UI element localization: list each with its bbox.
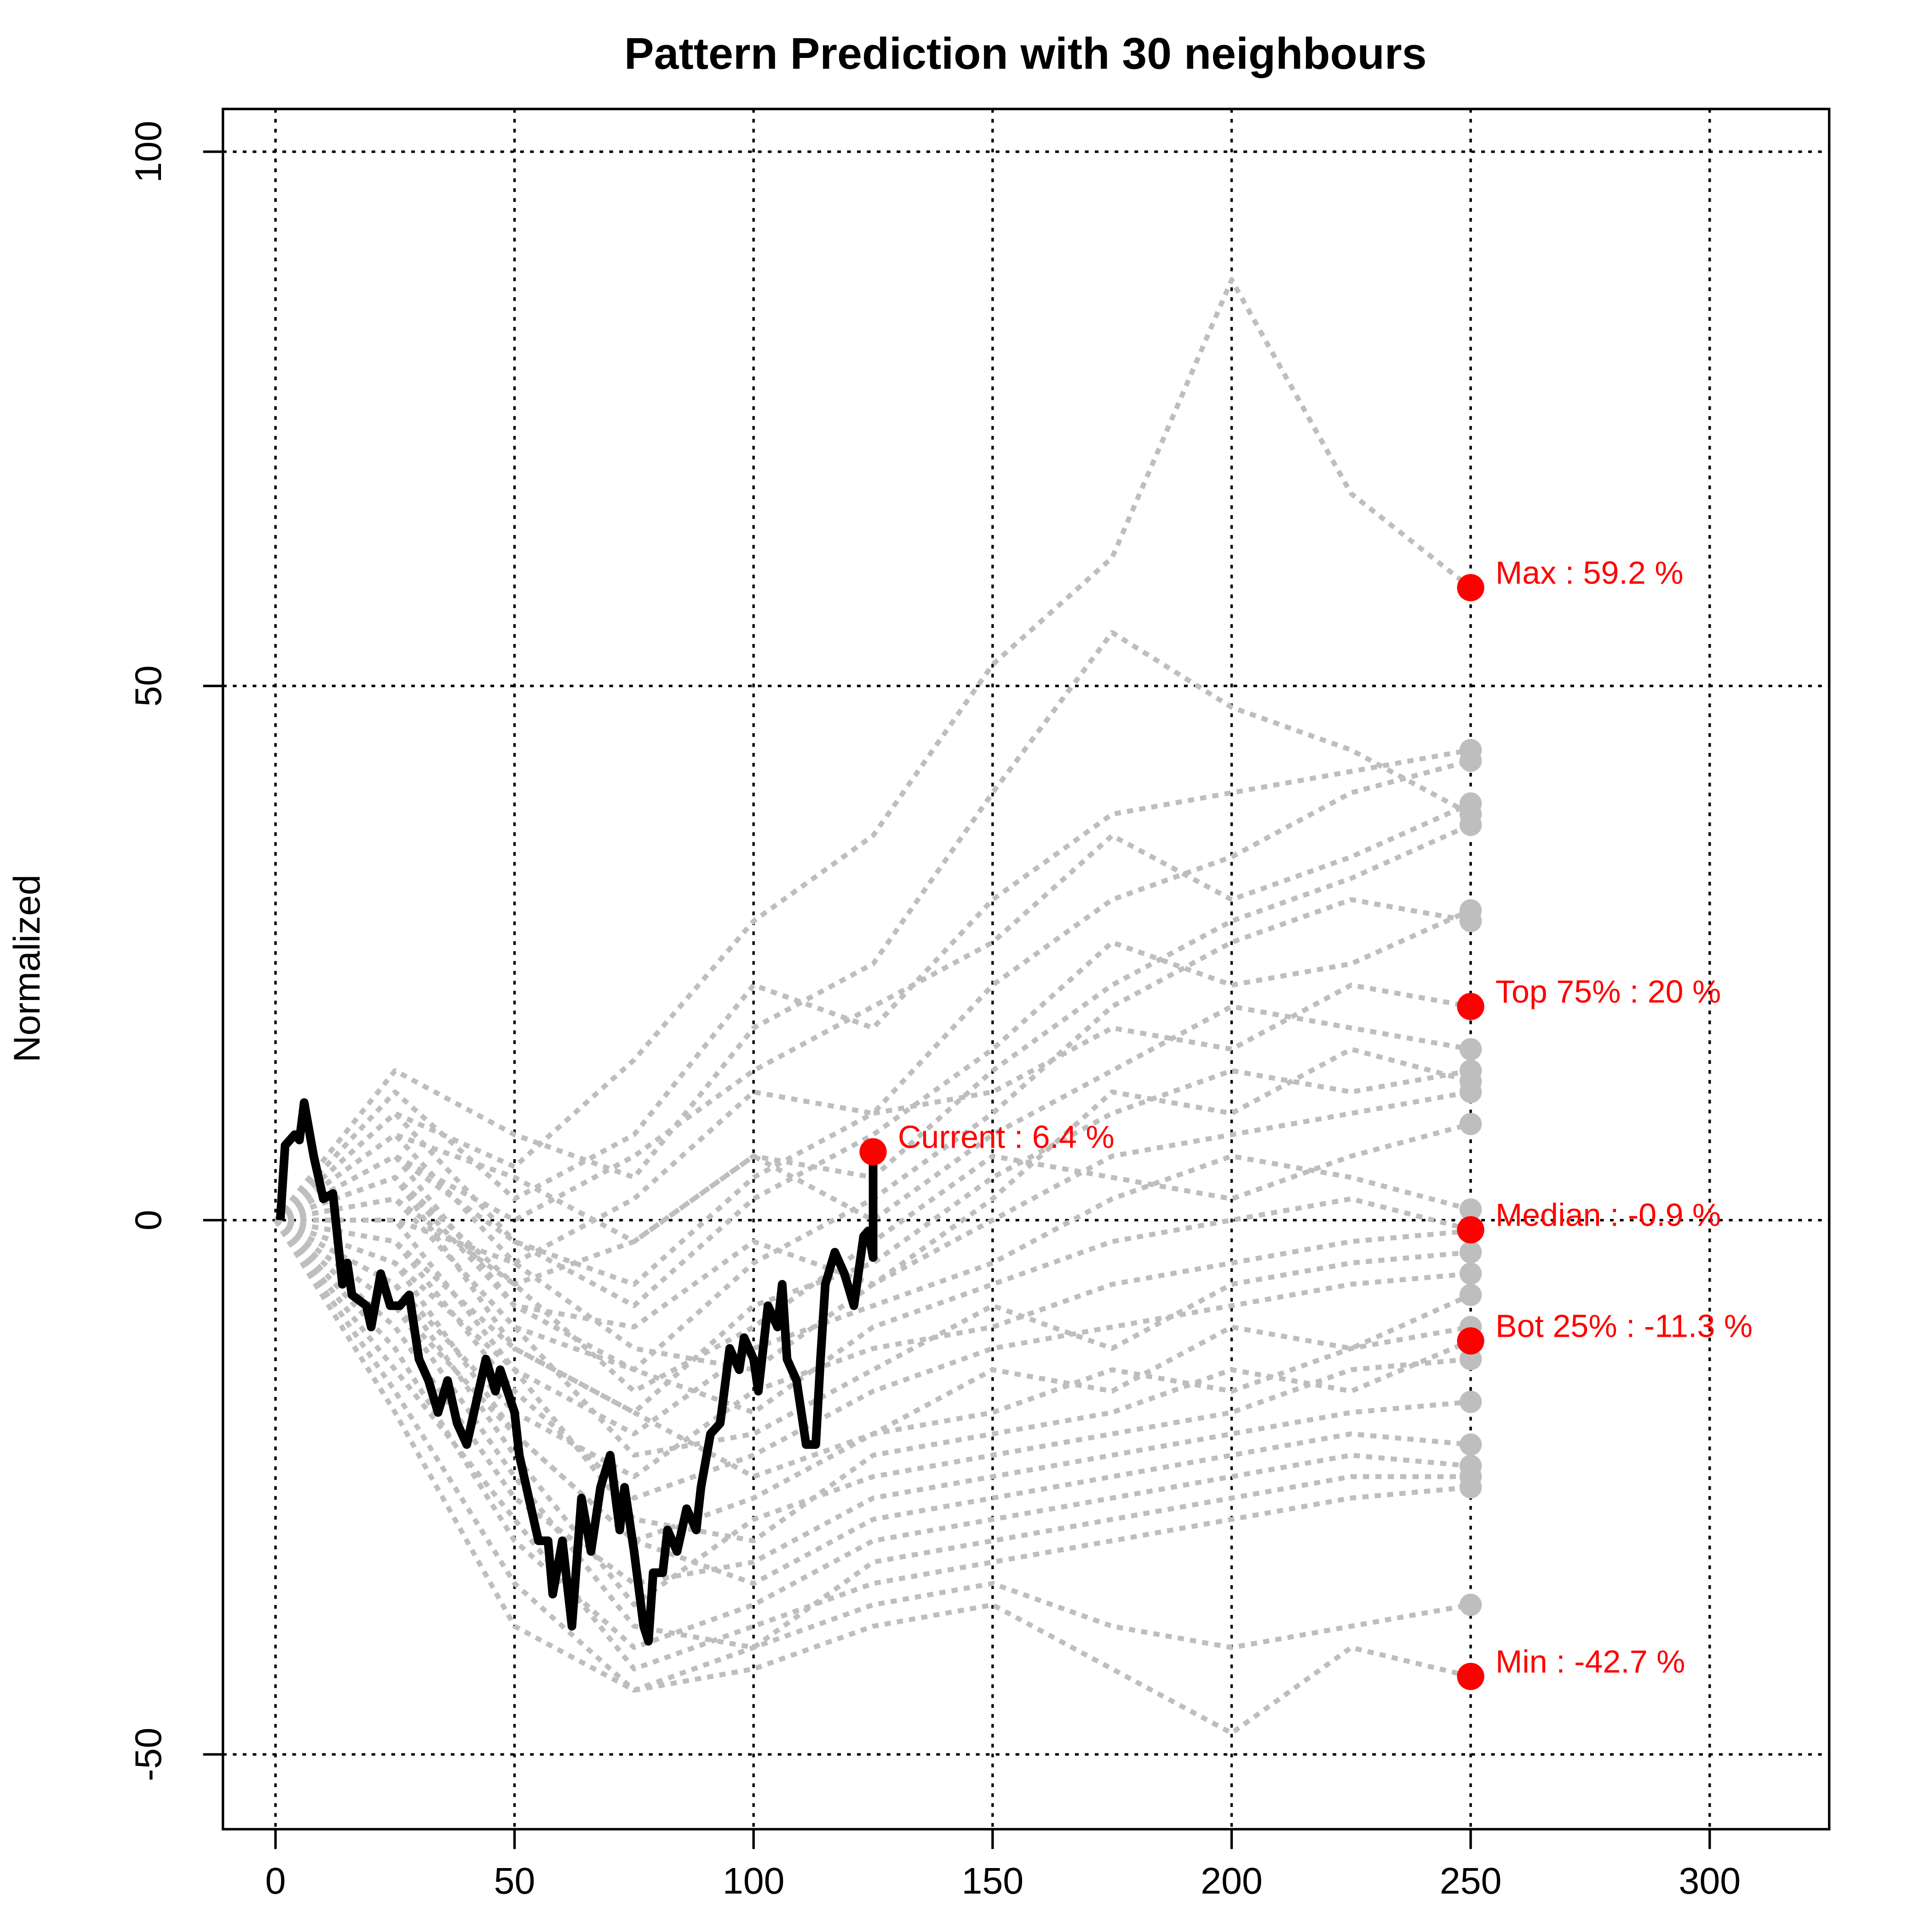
summary-label: Bot 25% : -11.3 % (1495, 1308, 1753, 1344)
y-tick-label: 50 (128, 665, 169, 707)
neighbour-line (275, 1218, 1471, 1501)
neighbour-end (1459, 1038, 1482, 1061)
y-tick-label: 0 (128, 1210, 169, 1230)
x-tick-label: 100 (723, 1860, 785, 1902)
neighbour-line (274, 1218, 1471, 1586)
y-axis-label: Normalized (6, 874, 48, 1062)
x-tick-label: 300 (1679, 1860, 1741, 1902)
current-line (276, 1098, 878, 1646)
neighbour-end (1459, 1198, 1482, 1221)
neighbour-line (274, 758, 1472, 1265)
neighbour-end (1459, 1081, 1482, 1104)
summary-point (1457, 1662, 1484, 1690)
x-tick-label: 0 (265, 1860, 286, 1902)
neighbour-line (275, 1218, 1471, 1586)
summary-label: Max : 59.2 % (1495, 555, 1684, 591)
chart-title: Pattern Prediction with 30 neighbours (624, 28, 1427, 78)
x-tick-label: 200 (1201, 1860, 1263, 1902)
neighbour-end (1459, 1391, 1482, 1413)
neighbour-line (275, 1068, 1472, 1415)
summary-label: Current : 6.4 % (898, 1119, 1115, 1155)
summary-label: Median : -0.9 % (1495, 1197, 1721, 1233)
neighbour-end (1459, 1283, 1482, 1306)
summary-point (1457, 993, 1484, 1020)
neighbour-end (1459, 1262, 1482, 1285)
x-tick-label: 150 (961, 1860, 1024, 1902)
neighbour-end (1459, 1348, 1482, 1370)
x-tick-label: 250 (1440, 1860, 1502, 1902)
neighbour-line (273, 630, 1472, 1222)
summary-label: Top 75% : 20 % (1495, 974, 1721, 1010)
neighbour-line (274, 1153, 1472, 1415)
summary-point (1457, 574, 1484, 602)
neighbour-line (274, 1218, 1471, 1479)
neighbour-line (275, 1153, 1472, 1437)
neighbour-line (273, 1219, 1472, 1693)
summary-point (1457, 1327, 1484, 1355)
neighbour-end (1459, 1476, 1482, 1499)
neighbour-line (274, 983, 1472, 1287)
neighbour-line (276, 1089, 1472, 1373)
x-tick-label: 50 (494, 1860, 535, 1902)
neighbour-end (1459, 1593, 1482, 1616)
y-tick-label: -50 (128, 1728, 169, 1782)
neighbour-end (1459, 749, 1482, 772)
neighbour-end (1459, 909, 1482, 932)
neighbour-end (1459, 1113, 1482, 1135)
summary-point (859, 1138, 887, 1166)
summary-label: Min : -42.7 % (1495, 1644, 1685, 1679)
y-tick-label: 100 (128, 121, 169, 183)
neighbour-line (273, 1219, 1472, 1736)
neighbour-end (1459, 1241, 1482, 1264)
neighbour-line (275, 1196, 1471, 1458)
neighbour-line (274, 277, 1472, 1222)
summary-point (1457, 1216, 1484, 1244)
neighbour-end (1459, 813, 1482, 836)
plot-frame (221, 108, 1831, 1831)
neighbour-line (274, 908, 1472, 1308)
neighbour-end (1459, 1433, 1482, 1456)
neighbour-line (276, 1218, 1472, 1543)
neighbour-line (274, 1218, 1471, 1650)
